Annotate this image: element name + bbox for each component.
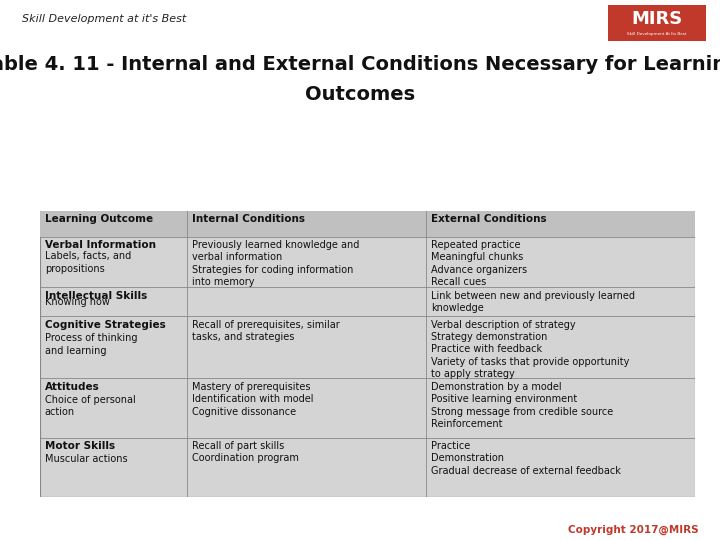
Text: Muscular actions: Muscular actions (45, 454, 127, 464)
Text: Link between new and previously learned
knowledge: Link between new and previously learned … (431, 291, 636, 313)
Text: Labels, facts, and
propositions: Labels, facts, and propositions (45, 251, 131, 274)
FancyBboxPatch shape (40, 211, 695, 497)
Text: Demonstration by a model
Positive learning environment
Strong message from credi: Demonstration by a model Positive learni… (431, 382, 613, 429)
Text: Knowing how: Knowing how (45, 297, 109, 307)
Text: Learning Outcome: Learning Outcome (45, 214, 153, 224)
FancyBboxPatch shape (40, 211, 695, 237)
Text: Mastery of prerequisites
Identification with model
Cognitive dissonance: Mastery of prerequisites Identification … (192, 382, 314, 416)
Text: Copyright 2017@MIRS: Copyright 2017@MIRS (568, 524, 698, 535)
Text: Skill Development at it's Best: Skill Development at it's Best (22, 14, 186, 24)
Text: Internal Conditions: Internal Conditions (192, 214, 305, 224)
Text: Table 4. 11 - Internal and External Conditions Necessary for Learning: Table 4. 11 - Internal and External Cond… (0, 55, 720, 75)
Text: Motor Skills: Motor Skills (45, 441, 115, 451)
Text: Outcomes: Outcomes (305, 85, 415, 104)
FancyBboxPatch shape (608, 5, 706, 40)
Text: MIRS: MIRS (631, 10, 683, 28)
Text: Repeated practice
Meaningful chunks
Advance organizers
Recall cues: Repeated practice Meaningful chunks Adva… (431, 240, 528, 287)
Text: Process of thinking
and learning: Process of thinking and learning (45, 333, 138, 356)
Text: Verbal Information: Verbal Information (45, 240, 156, 250)
Text: External Conditions: External Conditions (431, 214, 547, 224)
Text: Recall of part skills
Coordination program: Recall of part skills Coordination progr… (192, 441, 299, 463)
Text: Verbal description of strategy
Strategy demonstration
Practice with feedback
Var: Verbal description of strategy Strategy … (431, 320, 630, 379)
Text: Cognitive Strategies: Cognitive Strategies (45, 320, 166, 329)
Text: Previously learned knowledge and
verbal information
Strategies for coding inform: Previously learned knowledge and verbal … (192, 240, 359, 287)
Text: Practice
Demonstration
Gradual decrease of external feedback: Practice Demonstration Gradual decrease … (431, 441, 621, 476)
Text: Attitudes: Attitudes (45, 382, 99, 392)
Text: Skill Development At Its Best: Skill Development At Its Best (627, 32, 687, 36)
Text: Choice of personal
action: Choice of personal action (45, 395, 135, 417)
Text: Recall of prerequisites, similar
tasks, and strategies: Recall of prerequisites, similar tasks, … (192, 320, 340, 342)
Text: Intellectual Skills: Intellectual Skills (45, 291, 147, 301)
